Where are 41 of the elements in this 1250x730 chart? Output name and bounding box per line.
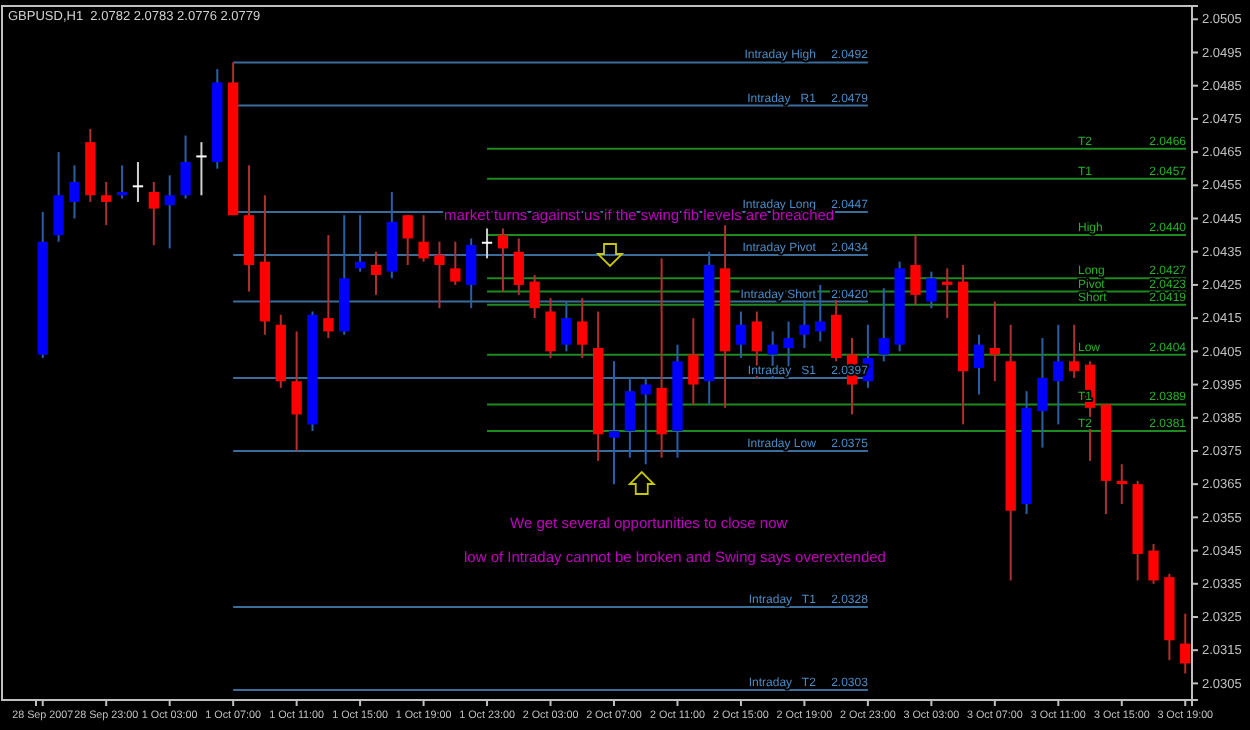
candlestick: [1148, 542, 1159, 585]
candlestick: [450, 240, 461, 286]
candlestick: [53, 151, 64, 243]
candlestick: [735, 310, 747, 359]
candlestick: [878, 287, 889, 363]
candlestick: [1053, 323, 1064, 426]
candlestick: [656, 257, 667, 459]
candlestick: [291, 330, 302, 452]
candlestick: [370, 250, 382, 296]
candlestick: [323, 234, 334, 340]
candlestick: [466, 237, 477, 310]
candlestick: [799, 297, 810, 350]
candlestick: [164, 174, 175, 250]
candlestick: [640, 376, 651, 466]
candlestick: [577, 297, 588, 359]
candlestick: [196, 141, 207, 197]
candlestick: [608, 360, 620, 486]
candlestick: [69, 164, 80, 220]
candlestick: [402, 214, 413, 266]
candlestick: [418, 214, 429, 263]
candlestick: [910, 234, 921, 306]
candlestick: [815, 283, 826, 343]
candlestick: [497, 227, 509, 293]
candlestick: [688, 317, 699, 406]
candlestick: [545, 297, 556, 359]
candlestick: [624, 376, 636, 459]
candlestick: [926, 270, 937, 310]
candlestick: [180, 134, 191, 200]
candlestick: [561, 300, 572, 353]
candlestick: [989, 300, 1000, 383]
candlestick: [831, 297, 842, 363]
candlestick: [481, 227, 493, 260]
candlestick: [529, 273, 540, 320]
candlestick: [132, 161, 144, 203]
candlestick: [101, 180, 112, 227]
candlestick: [973, 333, 985, 396]
candlestick: [513, 237, 524, 296]
candlestick: [148, 180, 159, 247]
candlestick: [434, 240, 445, 310]
candlestick: [1037, 337, 1048, 449]
candlestick: [1069, 323, 1080, 379]
